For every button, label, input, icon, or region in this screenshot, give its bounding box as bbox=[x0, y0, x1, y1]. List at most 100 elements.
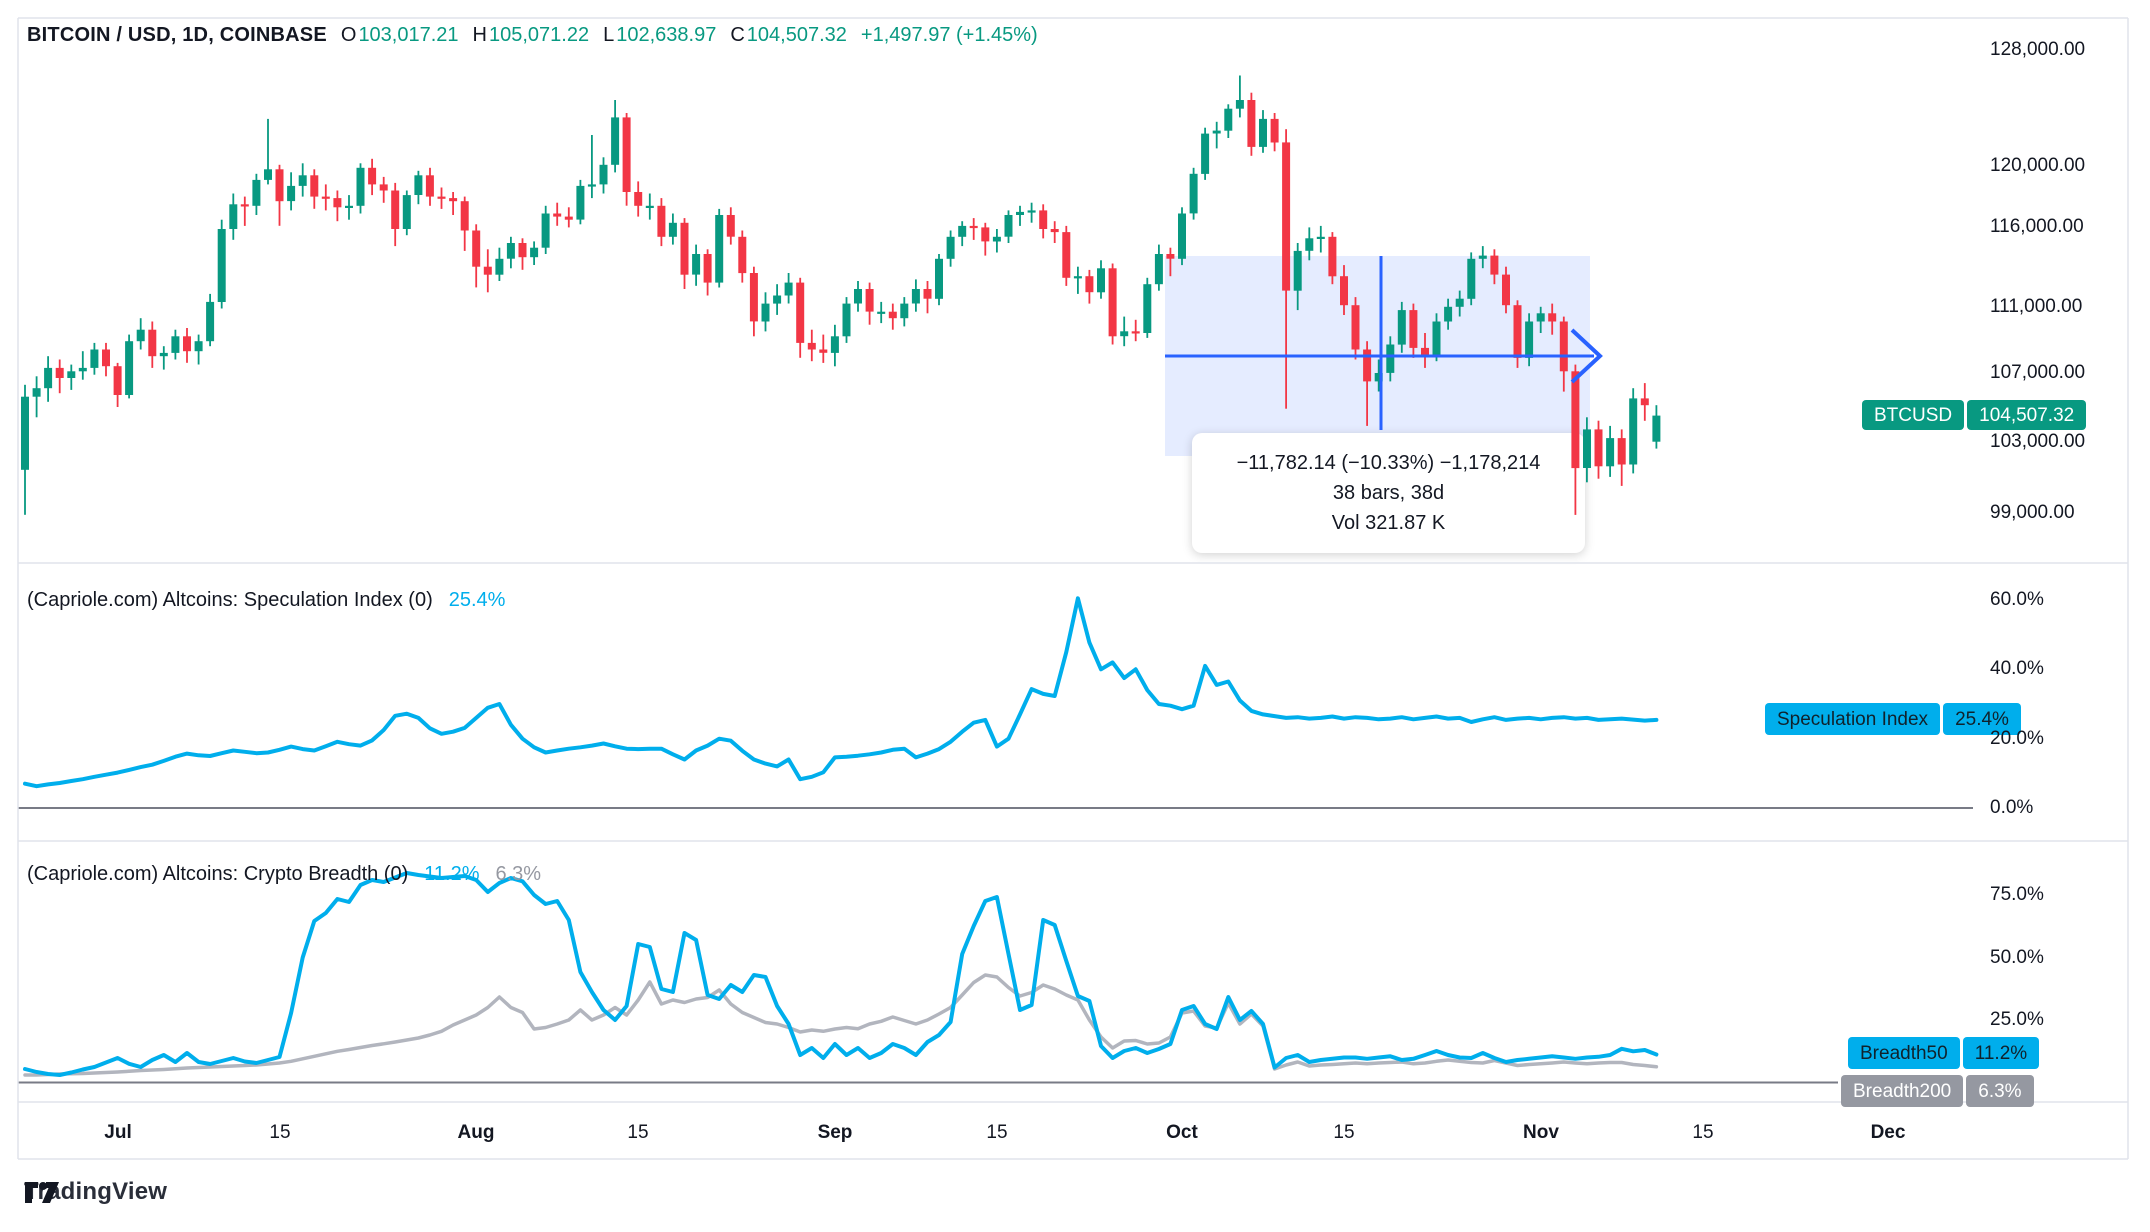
speculation-badge-value: 25.4% bbox=[1943, 703, 2021, 735]
price-axis[interactable] bbox=[1895, 18, 2128, 1102]
last-price-badge-symbol: BTCUSD bbox=[1862, 400, 1965, 430]
candle-down bbox=[796, 282, 805, 343]
candle-down bbox=[1351, 305, 1360, 350]
candle-down bbox=[518, 243, 527, 258]
candle-down bbox=[1166, 254, 1175, 259]
speculation-tick-label: 40.0% bbox=[1990, 658, 2044, 680]
candle-wick bbox=[452, 192, 454, 215]
candle-up bbox=[958, 225, 967, 237]
candle-wick bbox=[591, 135, 593, 199]
candle-down bbox=[183, 336, 191, 352]
time-tick-day: 15 bbox=[1692, 1122, 1714, 1143]
speculation-tick-label: 0.0% bbox=[1990, 797, 2034, 818]
candle-up bbox=[1178, 213, 1186, 259]
candle-down bbox=[680, 222, 689, 275]
breadth200-badge[interactable]: Breadth200 6.3% bbox=[1841, 1075, 2034, 1107]
price-tick-label: 103,000.00 bbox=[1990, 430, 2086, 452]
breadth50-badge[interactable]: Breadth50 11.2% bbox=[1848, 1037, 2040, 1069]
candle-down bbox=[1062, 232, 1071, 278]
candle-down bbox=[1502, 274, 1510, 306]
candle-up bbox=[692, 254, 701, 275]
candle-down bbox=[1108, 268, 1117, 337]
candle-up bbox=[136, 329, 145, 342]
candle-up bbox=[911, 289, 920, 304]
candle-down bbox=[1282, 142, 1291, 291]
symbol-legend: BITCOIN / USD, 1D, COINBASE O 103,017.21 … bbox=[27, 24, 1038, 47]
candle-up bbox=[1224, 108, 1233, 131]
speculation-badge[interactable]: Speculation Index 25.4% bbox=[1765, 703, 2021, 735]
candle-up bbox=[773, 295, 782, 304]
candle-down bbox=[865, 289, 874, 312]
candle-wick bbox=[1215, 121, 1218, 149]
time-tick-month: Sep bbox=[817, 1122, 853, 1143]
candle-up bbox=[217, 229, 226, 302]
breadth200-badge-label: Breadth200 bbox=[1841, 1075, 1964, 1107]
candle-wick bbox=[267, 118, 269, 185]
symbol-title[interactable]: BITCOIN / USD, 1D, COINBASE bbox=[27, 24, 327, 46]
candle-up bbox=[830, 336, 839, 353]
candle-down bbox=[379, 184, 388, 191]
candle-up bbox=[1397, 310, 1406, 345]
candle-down bbox=[460, 201, 469, 231]
speculation-legend: (Capriole.com) Altcoins: Speculation Ind… bbox=[27, 589, 505, 612]
candle-up bbox=[1189, 173, 1198, 214]
candle-up bbox=[252, 179, 261, 206]
candle-wick bbox=[1239, 75, 1241, 118]
candle-up bbox=[599, 164, 608, 185]
breadth200-value: 6.3% bbox=[495, 863, 542, 885]
candle-up bbox=[1073, 276, 1082, 279]
candle-wick bbox=[1019, 205, 1021, 226]
candle-wick bbox=[972, 218, 975, 240]
tradingview-logo-icon bbox=[25, 1182, 59, 1203]
candle-up bbox=[1201, 133, 1210, 174]
measure-bars: 38 bars, 38d bbox=[1332, 481, 1445, 504]
time-tick-month: Nov bbox=[1523, 1122, 1559, 1143]
candle-up bbox=[645, 205, 654, 208]
candle-wick bbox=[1134, 319, 1137, 342]
candle-up bbox=[1143, 284, 1152, 333]
candle-up bbox=[298, 175, 307, 186]
last-price-badge-value: 104,507.32 bbox=[1967, 400, 2087, 430]
candle-down bbox=[437, 196, 446, 199]
candle-up bbox=[1016, 211, 1024, 215]
candle-down bbox=[749, 273, 758, 322]
price-tick-label: 120,000.00 bbox=[1990, 155, 2086, 177]
candle-up bbox=[1316, 236, 1325, 239]
candle-wick bbox=[1319, 225, 1322, 253]
candle-up bbox=[1027, 210, 1036, 213]
candle-down bbox=[1328, 236, 1337, 277]
candle-up bbox=[587, 184, 596, 187]
price-tick-label: 107,000.00 bbox=[1990, 361, 2086, 383]
tradingview-logo[interactable]: TradingView bbox=[24, 1178, 167, 1206]
candle-down bbox=[1270, 118, 1279, 143]
last-price-badge[interactable]: BTCUSD 104,507.32 bbox=[1862, 400, 2087, 430]
candle-down bbox=[483, 266, 492, 275]
candle-down bbox=[1640, 398, 1649, 406]
candle-down bbox=[472, 230, 481, 267]
candle-down bbox=[1594, 429, 1603, 467]
candle-up bbox=[1305, 238, 1314, 251]
speculation-value: 25.4% bbox=[448, 589, 506, 611]
candle-up bbox=[32, 388, 41, 397]
candle-wick bbox=[1077, 266, 1079, 294]
candle-wick bbox=[1366, 341, 1368, 426]
candle-up bbox=[1154, 254, 1163, 285]
candle-down bbox=[333, 198, 342, 208]
candle-up bbox=[1629, 398, 1638, 465]
speculation-title[interactable]: (Capriole.com) Altcoins: Speculation Ind… bbox=[27, 589, 433, 611]
time-axis[interactable] bbox=[18, 1102, 2128, 1158]
candle-down bbox=[1039, 210, 1048, 229]
candle-up bbox=[1293, 250, 1302, 291]
candle-down bbox=[1131, 331, 1140, 334]
measure-arrow-head bbox=[1570, 328, 1603, 384]
candle-up bbox=[229, 204, 238, 229]
time-tick-month: Oct bbox=[1166, 1122, 1198, 1143]
breadth-title[interactable]: (Capriole.com) Altcoins: Crypto Breadth … bbox=[27, 863, 409, 885]
candle-up bbox=[1386, 344, 1395, 373]
candle-down bbox=[1050, 229, 1059, 233]
candle-up bbox=[946, 236, 955, 259]
candle-wick bbox=[162, 346, 165, 370]
